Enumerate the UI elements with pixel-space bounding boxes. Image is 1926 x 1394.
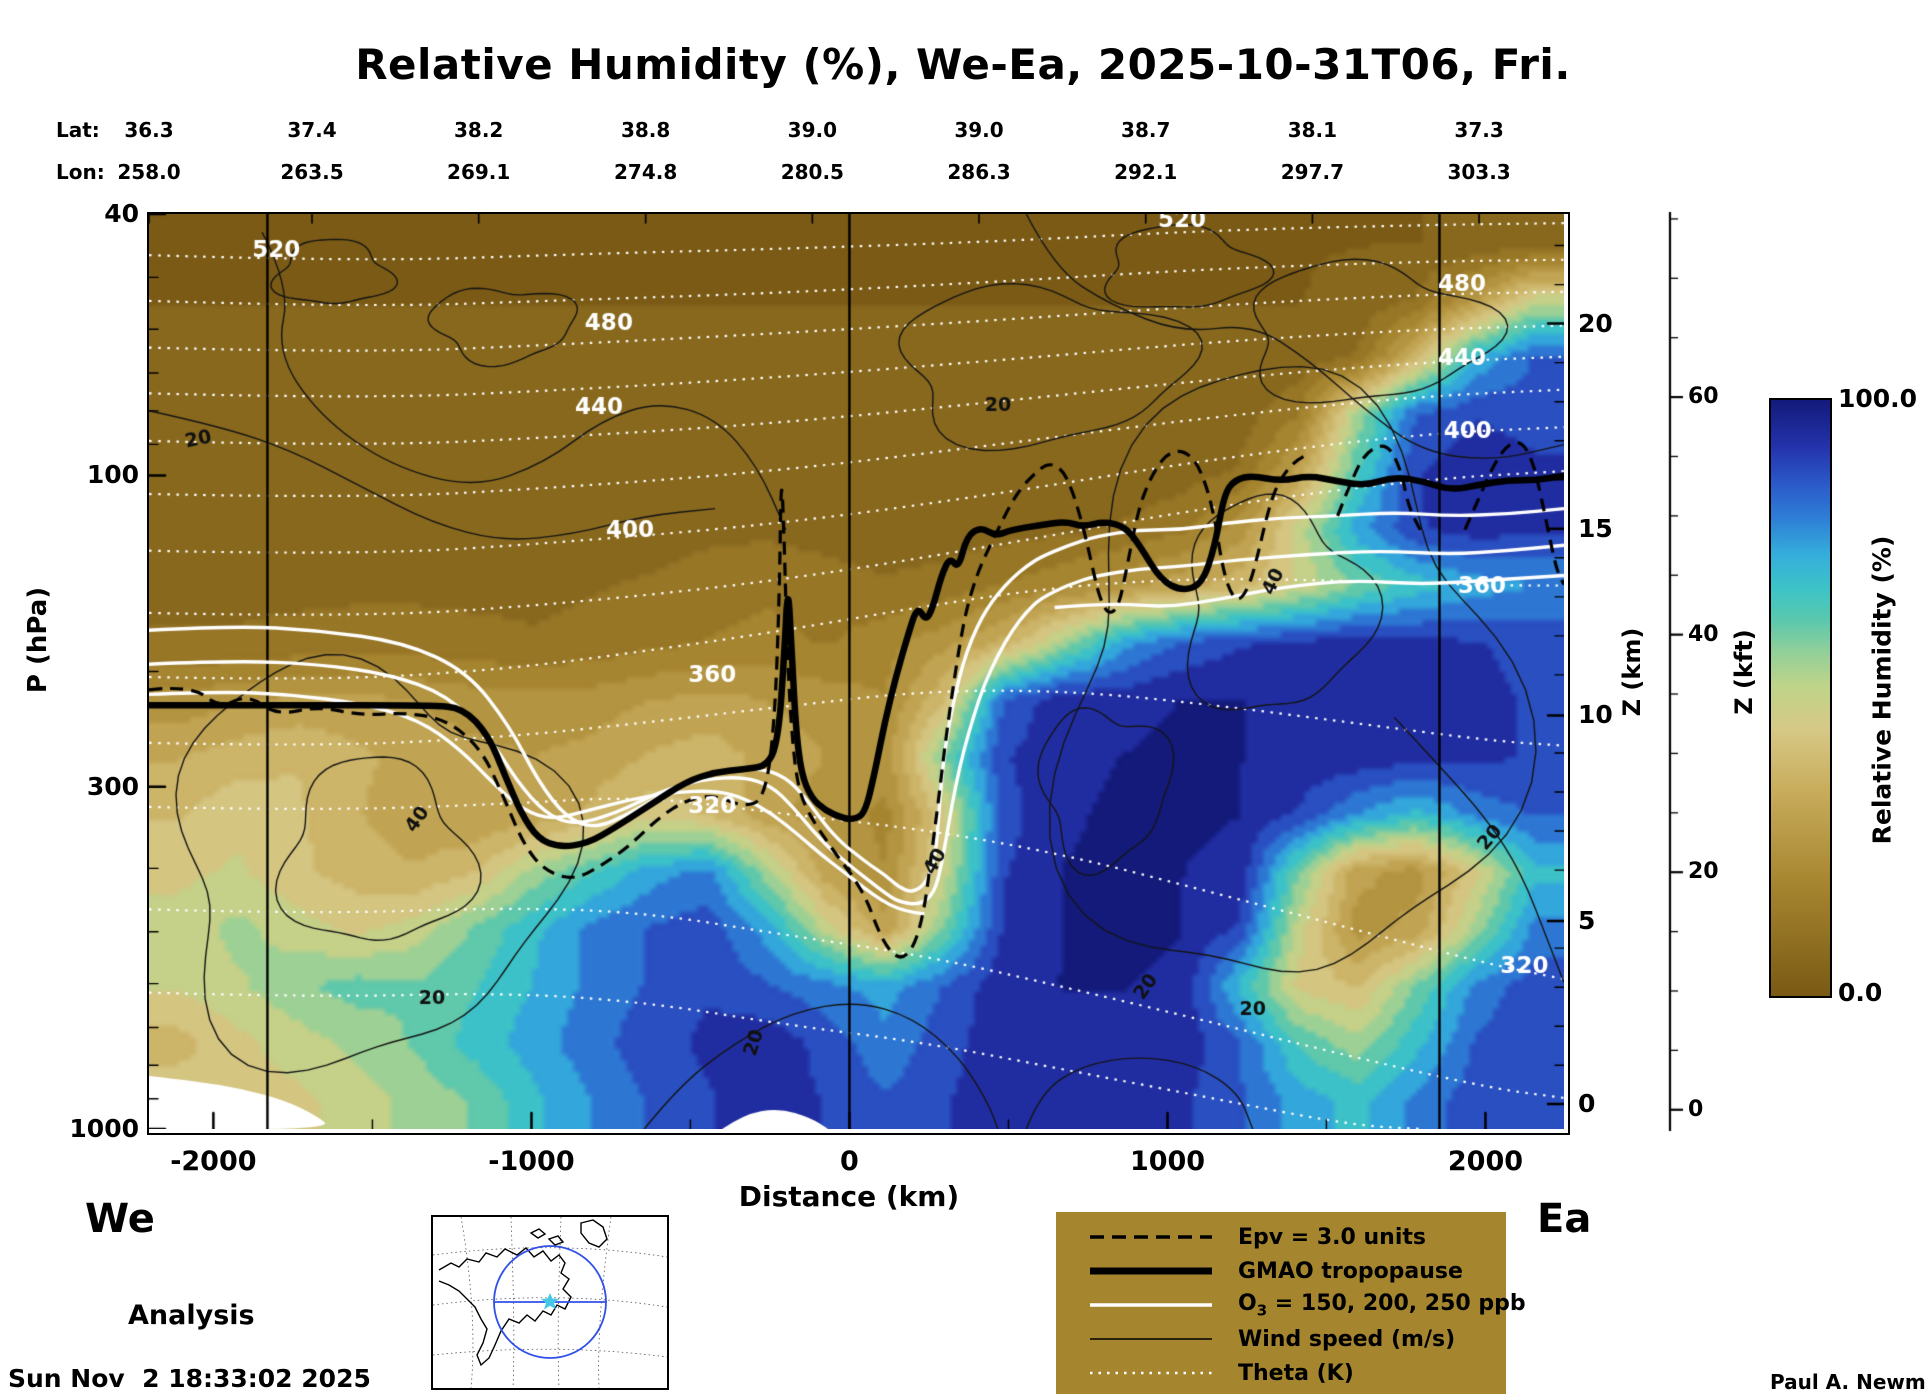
chart-title: Relative Humidity (%), We-Ea, 2025-10-31… <box>355 40 1571 89</box>
lat-value: 37.4 <box>287 118 337 142</box>
legend-item-ozone: O3 = 150, 200, 250 ppb <box>1086 1288 1526 1322</box>
dashed-line-sample <box>1090 1235 1212 1239</box>
x-tick-label: 0 <box>840 1146 859 1177</box>
map-coastline <box>438 1219 608 1367</box>
analysis-label: Analysis <box>128 1300 255 1331</box>
z-kft-tick-label: 20 <box>1688 859 1719 885</box>
lat-value: 38.7 <box>1121 118 1171 142</box>
lon-value: 286.3 <box>947 160 1011 184</box>
lat-value: 39.0 <box>787 118 838 142</box>
z-kft-tick-label: 40 <box>1688 621 1719 647</box>
lon-value: 297.7 <box>1280 160 1345 184</box>
legend-label: Wind speed (m/s) <box>1238 1326 1456 1352</box>
legend-label: O3 = 150, 200, 250 ppb <box>1238 1290 1526 1320</box>
lon-value: 258.0 <box>117 160 181 184</box>
pressure-axis-label: P (hPa) <box>23 586 53 694</box>
x-tick-label: 2000 <box>1447 1146 1524 1177</box>
legend-item-wind: Wind speed (m/s) <box>1086 1322 1506 1356</box>
lat-value: 38.8 <box>620 118 671 142</box>
lon-value: 303.3 <box>1447 160 1511 184</box>
timestamp: Sun Nov 2 18:33:02 2025 <box>8 1364 371 1393</box>
lon-value: 263.5 <box>280 160 344 184</box>
dotted-line-sample <box>1090 1371 1212 1375</box>
legend-item-epv: Epv = 3.0 units <box>1086 1220 1506 1254</box>
legend-label: Theta (K) <box>1238 1360 1354 1386</box>
z-km-tick-label: 20 <box>1578 308 1613 338</box>
credit: Paul A. Newman (NASA <box>1770 1370 1926 1394</box>
west-endpoint-label: We <box>85 1196 155 1242</box>
z-km-tick-label: 15 <box>1578 513 1613 543</box>
lon-row-header: Lon: <box>56 160 105 184</box>
colorbar-max-label: 100.0 <box>1838 384 1918 413</box>
lon-value: 269.1 <box>447 160 511 184</box>
map-range-circle <box>493 1245 607 1359</box>
lat-value: 38.1 <box>1287 118 1338 142</box>
lat-value: 39.0 <box>954 118 1004 142</box>
white-line-sample <box>1090 1303 1212 1307</box>
pressure-tick-label: 40 <box>104 199 139 228</box>
thick-line-sample <box>1090 1267 1212 1275</box>
east-endpoint-label: Ea <box>1537 1196 1592 1242</box>
map-center-star <box>541 1293 559 1310</box>
colorbar-min-label: 0.0 <box>1838 978 1883 1007</box>
pressure-tick-label: 300 <box>86 771 139 801</box>
legend-label: GMAO tropopause <box>1238 1258 1463 1284</box>
z-km-tick-label: 10 <box>1578 700 1613 730</box>
legend-item-tropopause: GMAO tropopause <box>1086 1254 1506 1288</box>
lat-value: 38.2 <box>454 118 504 142</box>
lat-row-header: Lat: <box>56 118 100 142</box>
thin-line-sample <box>1090 1338 1212 1340</box>
x-tick-label: 1000 <box>1129 1146 1206 1177</box>
map-inset <box>431 1215 669 1390</box>
z-kft-tick-label: 60 <box>1688 384 1719 410</box>
colorbar <box>1769 398 1832 998</box>
lon-value: 280.5 <box>780 160 844 184</box>
distance-axis-label: Distance (km) <box>738 1180 960 1213</box>
lat-value: 37.3 <box>1454 118 1504 142</box>
x-tick-label: -2000 <box>170 1146 257 1177</box>
x-tick-label: -1000 <box>488 1146 575 1177</box>
pressure-tick-label: 100 <box>86 460 139 490</box>
z-km-tick-label: 5 <box>1578 906 1596 936</box>
lon-value: 292.1 <box>1114 160 1178 184</box>
lon-value: 274.8 <box>614 160 678 184</box>
legend: Epv = 3.0 units GMAO tropopause O3 = 150… <box>1056 1212 1526 1394</box>
legend-item-theta: Theta (K) <box>1086 1356 1506 1390</box>
z-kft-axis <box>1650 202 1710 1141</box>
z-km-tick-label: 0 <box>1578 1089 1596 1119</box>
z-kft-tick-label: 0 <box>1688 1096 1704 1122</box>
legend-label: Epv = 3.0 units <box>1238 1224 1426 1250</box>
pressure-tick-label: 1000 <box>69 1114 139 1143</box>
lat-value: 36.3 <box>124 118 174 142</box>
colorbar-title: Relative Humidity (%) <box>1867 535 1897 845</box>
cross-section-plot <box>149 214 1564 1129</box>
